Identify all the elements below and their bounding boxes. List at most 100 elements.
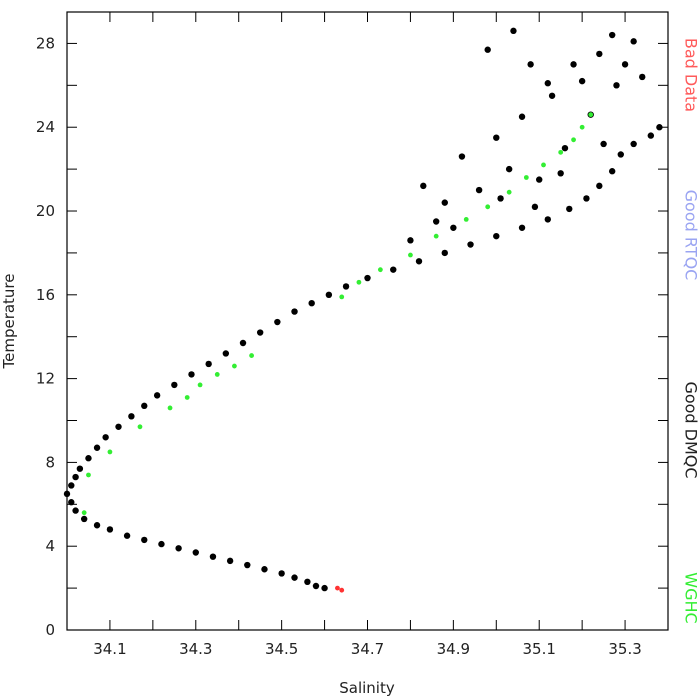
good-dmqc-point [68,482,75,489]
wghc-point [356,279,362,285]
good-dmqc-point [578,77,586,85]
wghc-point [579,124,585,130]
good-dmqc-point [226,557,234,565]
good-dmqc-point [518,113,526,120]
x-tick-label: 34.5 [265,640,298,658]
good-dmqc-point [621,61,629,68]
good-dmqc-point [505,165,513,173]
good-dmqc-point [656,124,663,131]
good-dmqc-point [72,473,79,481]
wghc-point [463,216,469,222]
wghc-point [197,382,203,388]
x-tick-label: 34.3 [179,640,212,658]
wghc-point [137,424,143,430]
good-dmqc-point [171,381,178,389]
good-dmqc-point [450,224,457,231]
wghc-point [588,112,594,118]
wghc-point [214,372,220,377]
good-dmqc-point [518,224,526,231]
y-tick-label: 28 [36,34,55,52]
plot-frame [66,11,669,631]
good-dmqc-point [261,566,268,573]
good-dmqc-point [630,140,637,148]
good-dmqc-point [544,216,551,223]
good-dmqc-point [497,195,504,202]
good-dmqc-point [617,151,624,158]
x-tick-label: 34.7 [351,640,384,658]
wghc-point [86,472,91,478]
axis-ticks [66,12,669,631]
wghc-point [107,449,113,455]
good-dmqc-point [158,540,165,548]
good-dmqc-point [205,360,212,368]
wghc-point [249,353,254,358]
good-dmqc-point [493,134,500,141]
good-dmqc-point [175,545,182,552]
wghc-point [184,395,190,400]
good-dmqc-point [596,50,603,58]
data-points [63,27,663,593]
y-tick-label: 4 [45,537,55,555]
good-dmqc-point [278,570,285,577]
good-dmqc-point [68,499,75,506]
good-dmqc-point [63,490,71,498]
good-dmqc-point [420,182,427,190]
good-dmqc-point [291,574,298,581]
wghc-point [408,252,413,258]
good-dmqc-point [441,249,448,257]
wghc-point [433,233,439,239]
y-tick-label: 0 [45,621,55,639]
good-dmqc-point [527,61,534,68]
good-dmqc-point [432,218,440,225]
wghc-point [339,294,345,300]
good-dmqc-point [536,176,543,183]
legend-label-wghc: WGHC [682,572,700,623]
good-dmqc-point [342,283,350,290]
legend-label-good-rtqc: Good RTQC [682,190,700,281]
good-dmqc-point [256,329,264,336]
wghc-point [506,189,512,195]
good-dmqc-point [106,526,114,533]
good-dmqc-point [613,82,620,89]
good-dmqc-point [115,423,122,430]
good-dmqc-point [209,553,217,560]
good-dmqc-point [102,434,109,441]
good-dmqc-point [188,371,195,378]
good-dmqc-point [274,318,281,326]
good-dmqc-point [510,27,517,35]
legend: Bad Data Good RTQC Good DMQC WGHC [682,38,700,624]
y-tick-label: 8 [45,453,55,471]
good-dmqc-point [291,308,298,315]
y-tick-label: 24 [36,118,55,136]
y-axis-title: Temperature [0,273,18,369]
good-dmqc-point [239,339,247,347]
good-dmqc-point [312,582,320,590]
good-dmqc-point [557,170,564,177]
good-dmqc-point [93,522,101,529]
x-tick-label: 35.1 [523,640,556,658]
good-dmqc-point [493,232,500,240]
good-dmqc-point [544,80,551,87]
good-dmqc-point [308,299,315,307]
good-dmqc-point [596,182,603,190]
bad-data-point [339,587,345,593]
wghc-point [571,137,576,143]
good-dmqc-point [630,38,637,45]
good-dmqc-point [600,140,607,148]
bad-data-point [335,585,340,591]
wghc-point [523,175,529,180]
good-dmqc-point [192,549,199,556]
wghc-point [377,267,383,273]
good-dmqc-point [608,168,616,175]
wghc-point [167,405,173,411]
x-axis-title: Salinity [339,679,395,697]
good-dmqc-point [647,132,655,139]
good-dmqc-point [570,61,577,68]
wghc-point [81,510,87,516]
good-dmqc-point [80,515,88,523]
good-dmqc-point [390,266,397,273]
y-tick-label: 16 [36,286,55,304]
good-dmqc-point [561,144,569,152]
x-tick-label: 35.3 [608,640,641,658]
